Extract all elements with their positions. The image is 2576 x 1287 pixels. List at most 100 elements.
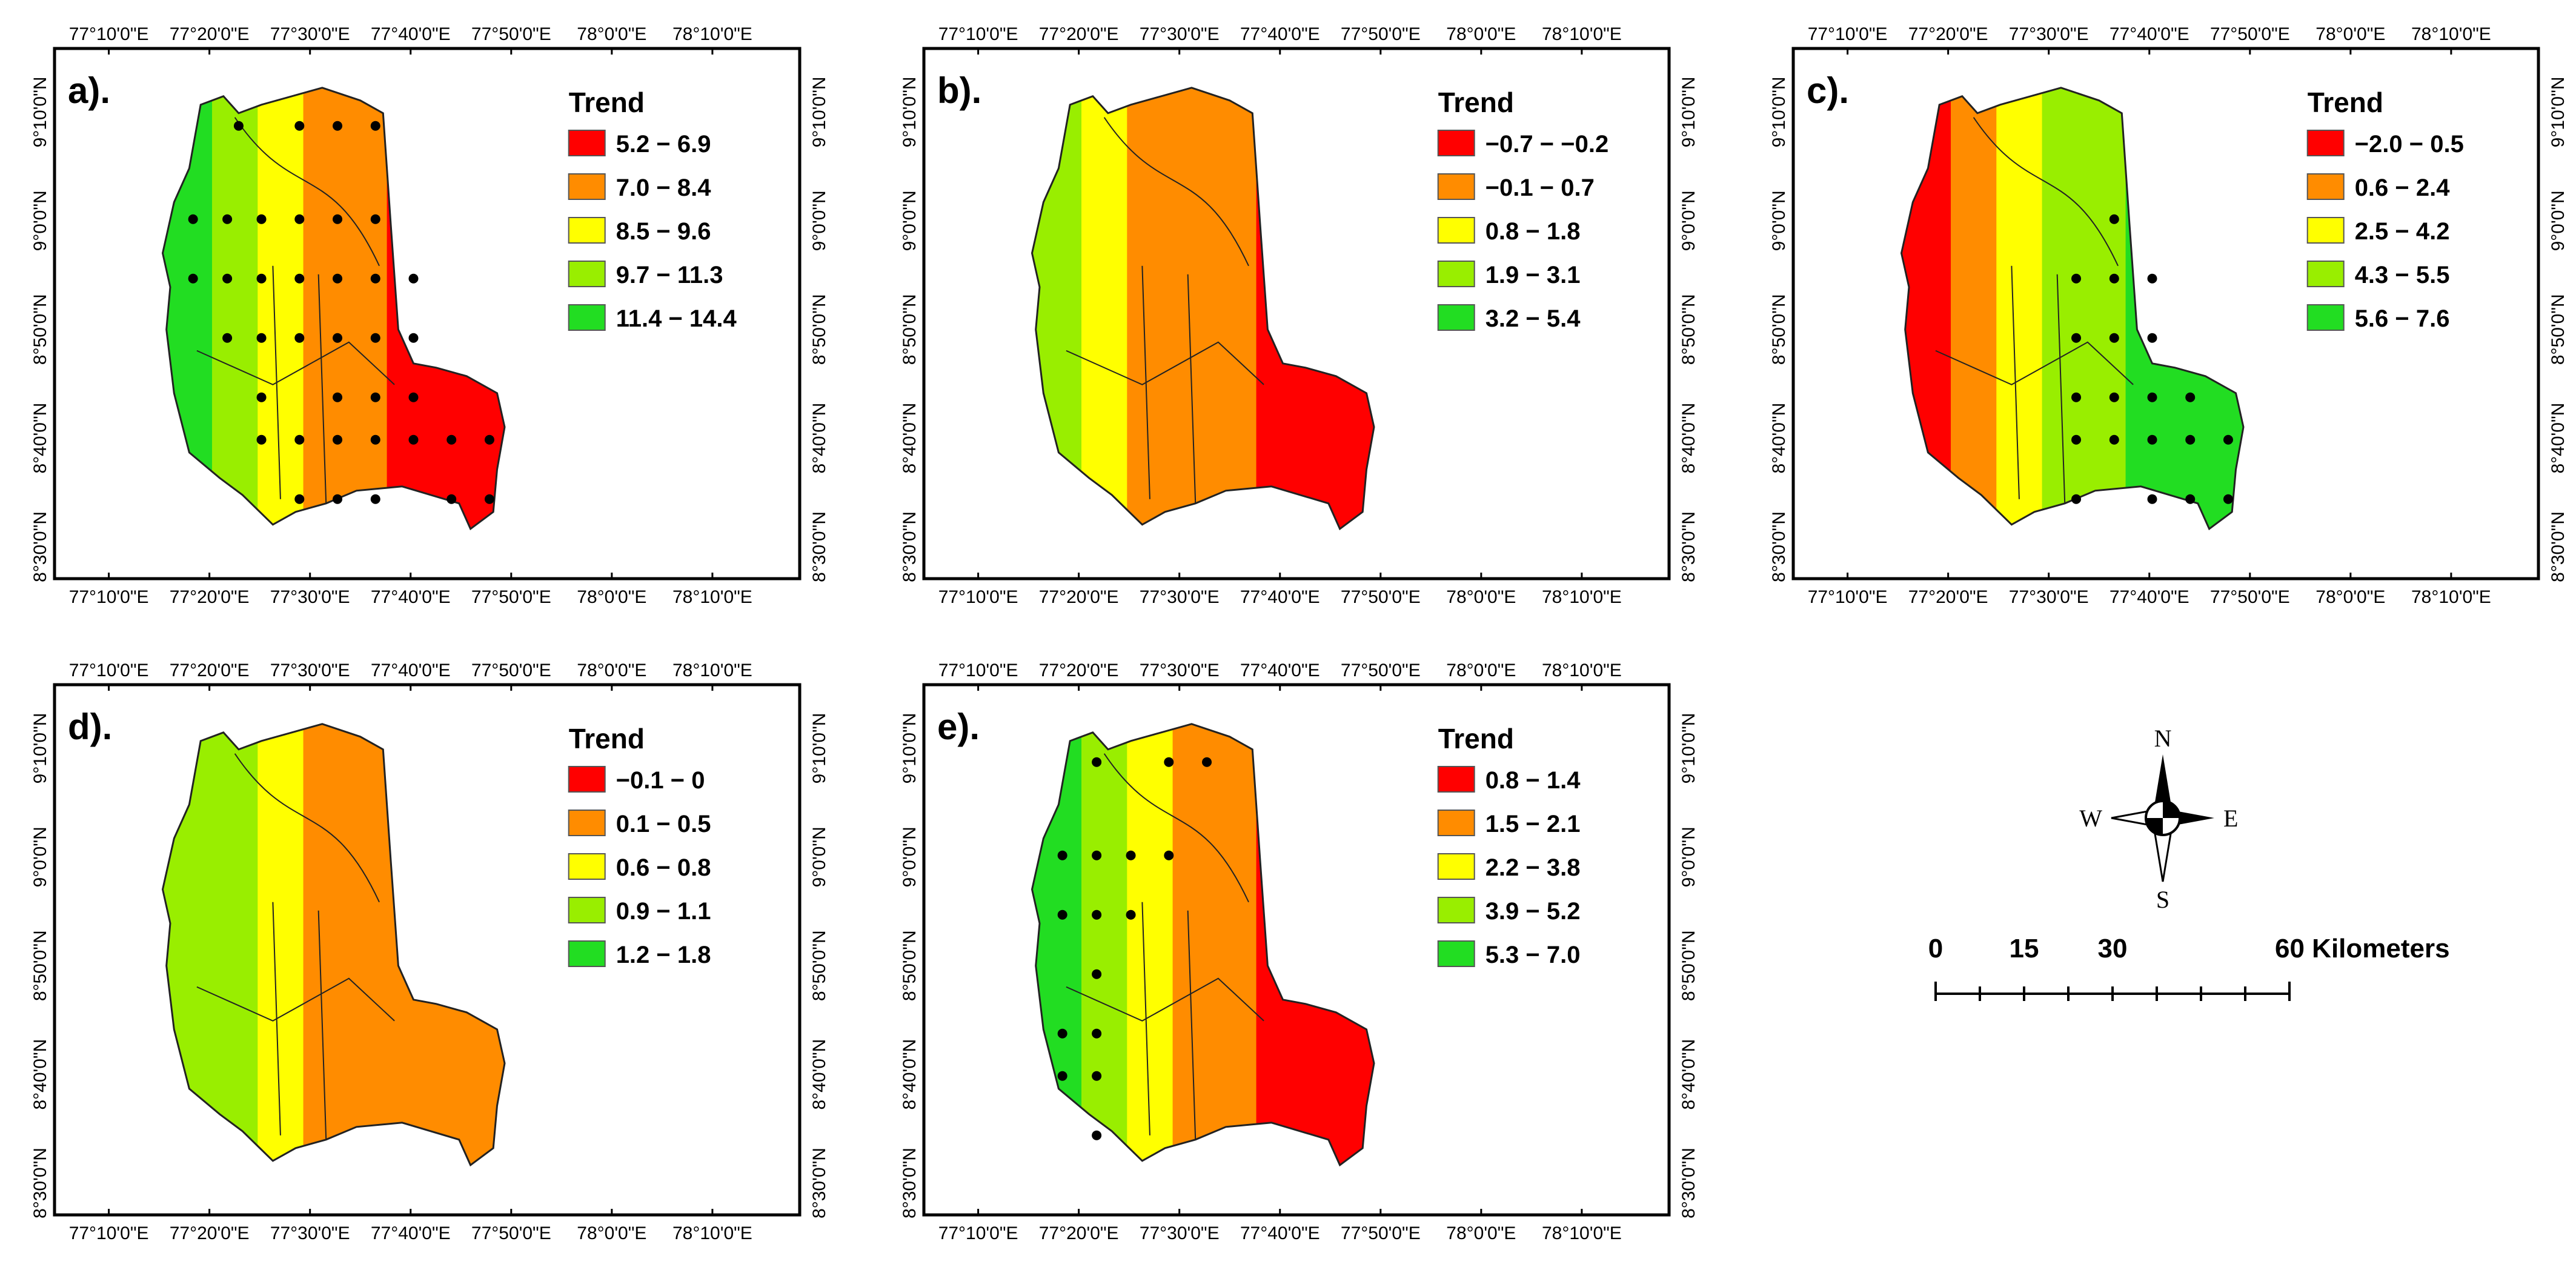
legend-title: Trend [569, 723, 645, 754]
lat-tick-right: 8°50'0"N [1679, 930, 1699, 1001]
trend-zone-3 [257, 87, 305, 529]
significant-station-dot [256, 392, 267, 402]
significant-station-dot [484, 434, 494, 445]
significant-station-dot [188, 214, 198, 224]
lon-tick-bottom: 78°0'0"E [2315, 587, 2385, 607]
trend-zone-4 [2042, 87, 2127, 529]
lat-tick-left: 8°50'0"N [900, 294, 920, 365]
lat-tick-right: 8°50'0"N [2548, 294, 2568, 365]
legend-range-5: 5.3 − 7.0 [1486, 942, 1581, 968]
compass-east-label: E [2223, 805, 2238, 832]
trend-zone-2 [1081, 723, 1129, 1165]
map-panel-b: b). Trend −0.7 − −0.2 −0.1 − 0.7 0.8 − 1.8 1.… [900, 24, 1699, 607]
scale-label-30: 30 [2098, 934, 2128, 963]
significant-station-dot [2223, 494, 2233, 504]
scale-bar: 0 15 30 60 Kilometers [1928, 934, 2450, 1001]
legend-swatch-5 [1437, 940, 1475, 967]
significant-station-dot [222, 273, 233, 284]
lat-tick-right: 9°0'0"N [809, 190, 829, 251]
significant-station-dot [2147, 392, 2157, 402]
compass-north-point-icon [2154, 754, 2171, 806]
significant-station-dot [294, 273, 305, 284]
lon-tick-bottom: 78°10'0"E [1542, 1223, 1622, 1243]
panel-label-b: b). [937, 70, 981, 111]
lat-tick-right: 8°40'0"N [1679, 1039, 1699, 1110]
lat-tick-left: 9°10'0"N [30, 713, 50, 784]
scale-label-60-kilometers: 60 Kilometers [2275, 934, 2450, 963]
lat-tick-right: 8°30'0"N [2548, 511, 2568, 582]
significant-station-dot [2071, 333, 2082, 343]
legend-range-4: 9.7 − 11.3 [616, 262, 723, 288]
sub-basin-boundaries [196, 753, 395, 1140]
significant-station-dot [294, 434, 305, 445]
lat-tick-left: 8°50'0"N [900, 930, 920, 1001]
legend-swatch-3 [1437, 217, 1475, 244]
lat-tick-left: 8°40'0"N [1769, 403, 1789, 474]
significant-station-dot [1092, 910, 1102, 920]
legend-swatch-5 [2306, 304, 2345, 331]
legend-swatch-5 [568, 940, 606, 967]
significant-station-dot [333, 214, 343, 224]
significant-station-dot [294, 333, 305, 343]
lat-tick-right: 9°10'0"N [1679, 77, 1699, 148]
significant-station-dot [2071, 392, 2082, 402]
legend-range-2: −0.1 − 0.7 [1486, 175, 1595, 201]
lon-tick-top: 77°30'0"E [270, 660, 350, 680]
significant-station-dot [408, 392, 419, 402]
significant-station-dot [2147, 333, 2157, 343]
legend: Trend −0.1 − 0 0.1 − 0.5 0.6 − 0.8 0.9 − 1.1… [568, 723, 711, 968]
significant-station-dot [222, 214, 233, 224]
lon-tick-bottom: 77°40'0"E [371, 587, 451, 607]
map-panel-a: a). Trend 5.2 − 6.9 7.0 − 8.4 8.5 − 9.6 9.7 −… [30, 24, 829, 607]
significant-station-dot [1126, 910, 1136, 920]
significant-station-dot [370, 392, 380, 402]
lat-tick-right: 9°10'0"N [1679, 713, 1699, 784]
lat-tick-left: 8°30'0"N [30, 511, 50, 582]
legend: Trend 0.8 − 1.4 1.5 − 2.1 2.2 − 3.8 3.9 − 5.… [1437, 723, 1581, 968]
lon-tick-top: 77°40'0"E [1240, 24, 1320, 44]
trend-zone-2 [212, 87, 259, 529]
significant-station-dot [1092, 1028, 1102, 1039]
legend-range-2: 0.1 − 0.5 [616, 811, 711, 837]
lat-tick-left: 9°0'0"N [900, 190, 920, 251]
significant-station-dot [2185, 392, 2196, 402]
trend-zone-2 [1951, 87, 1998, 529]
significant-station-dot [370, 434, 380, 445]
lat-tick-left: 8°30'0"N [900, 1148, 920, 1219]
legend-swatch-1 [1437, 766, 1475, 793]
legend: Trend −2.0 − 0.5 0.6 − 2.4 2.5 − 4.2 4.3 − 5… [2306, 87, 2464, 332]
lon-tick-top: 77°10'0"E [938, 660, 1018, 680]
lon-tick-bottom: 77°50'0"E [1341, 587, 1421, 607]
significant-station-dot [1202, 757, 1212, 767]
significant-station-dot [1092, 757, 1102, 767]
significant-station-dot [2109, 273, 2119, 284]
significant-station-dot [446, 434, 457, 445]
legend-range-1: 5.2 − 6.9 [616, 131, 711, 158]
compass-south-label: S [2156, 886, 2169, 913]
lat-tick-right: 9°0'0"N [2548, 190, 2568, 251]
lat-tick-right: 8°40'0"N [809, 1039, 829, 1110]
lat-tick-left: 8°30'0"N [30, 1148, 50, 1219]
legend: Trend −0.7 − −0.2 −0.1 − 0.7 0.8 − 1.8 1.9 −… [1437, 87, 1608, 332]
significant-station-dot [2147, 434, 2157, 445]
lon-tick-top: 77°40'0"E [371, 24, 451, 44]
lon-tick-top: 77°30'0"E [1140, 24, 1220, 44]
lon-tick-top: 78°0'0"E [2315, 24, 2385, 44]
significant-station-dot [1092, 850, 1102, 860]
legend-swatch-5 [568, 304, 606, 331]
lon-tick-bottom: 77°30'0"E [1140, 587, 1220, 607]
significant-station-dot [2109, 333, 2119, 343]
lon-tick-top: 78°0'0"E [1446, 24, 1516, 44]
lat-tick-right: 8°50'0"N [1679, 294, 1699, 365]
legend-swatch-3 [2306, 217, 2345, 244]
significant-station-dot [1057, 1028, 1067, 1039]
significant-station-dot [2109, 434, 2119, 445]
trend-zone-3 [1996, 87, 2043, 529]
significant-station-dot [484, 494, 494, 504]
lon-tick-top: 77°50'0"E [471, 660, 551, 680]
lat-tick-right: 8°40'0"N [1679, 403, 1699, 474]
trend-zone-4 [303, 723, 388, 1165]
legend-swatch-3 [568, 853, 606, 880]
significant-station-dot [1126, 850, 1136, 860]
